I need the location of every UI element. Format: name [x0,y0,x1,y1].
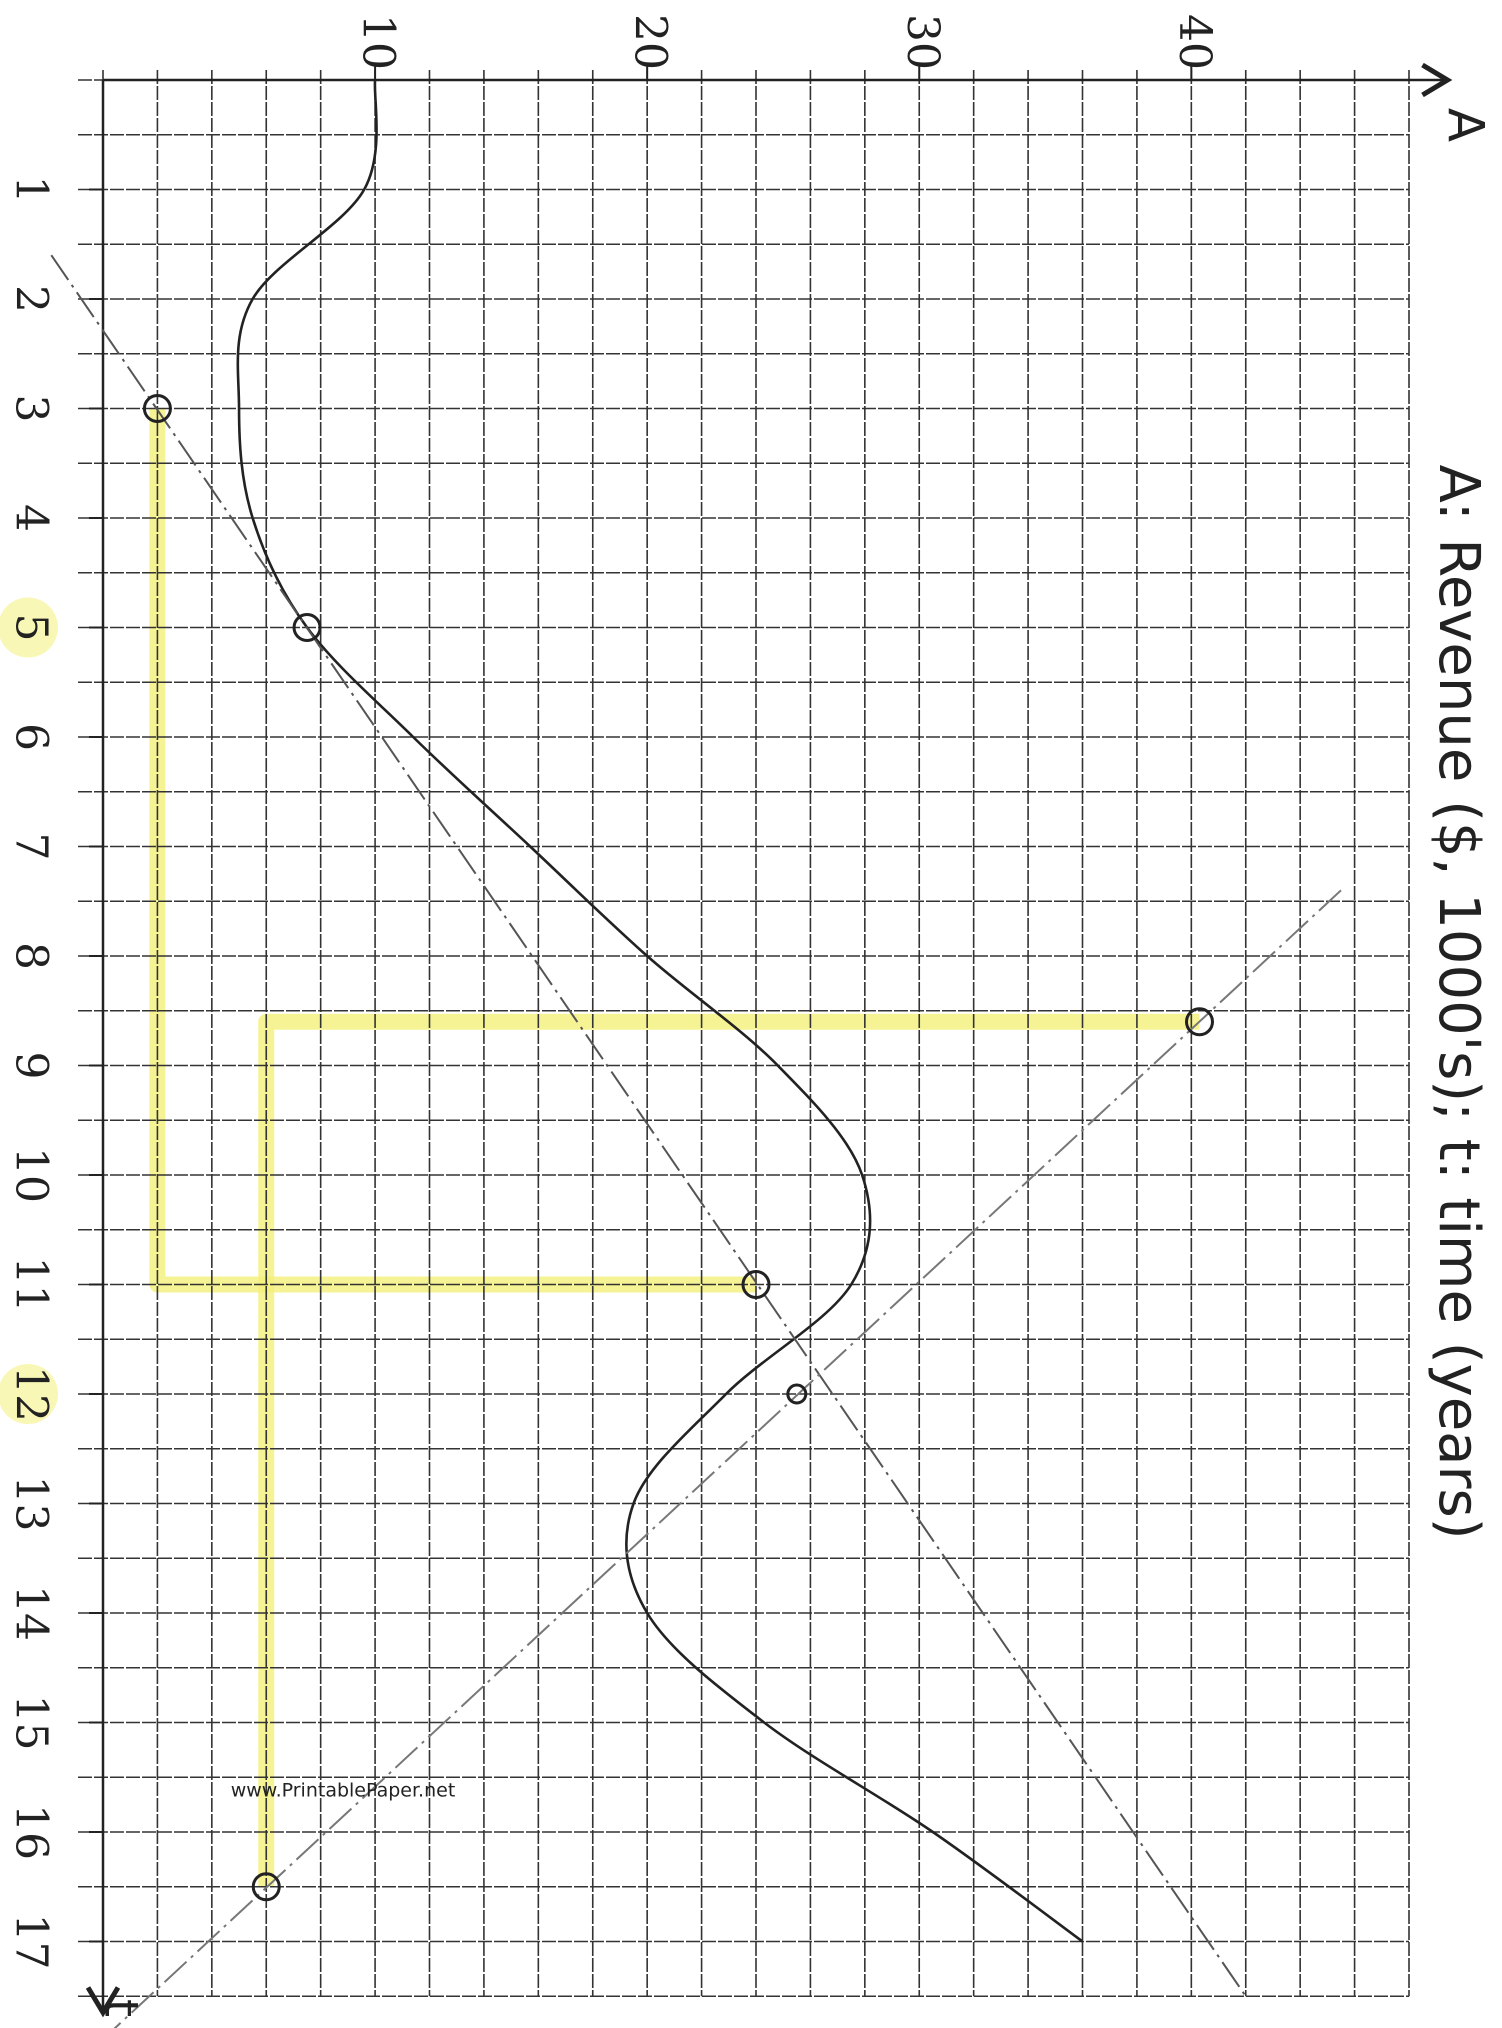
x-tick-label: 11 [6,1257,57,1313]
x-tick-label: 16 [6,1804,57,1860]
x-tick-label: 1 [6,176,57,204]
dashed-line [51,255,1245,1996]
x-tick-label: 12 [6,1366,57,1422]
chart-title: A: Revenue ($, 1000's); t: time (years) [1426,464,1491,1539]
y-tick-label: 40 [1169,14,1220,70]
y-tick-label: 20 [625,14,676,70]
x-tick-label: 10 [6,1147,57,1203]
x-tick-label: 5 [6,614,57,642]
x-tick-label: 13 [6,1476,57,1532]
x-tick-label: 15 [6,1695,57,1751]
y-tick-label: 30 [897,14,948,70]
y-axis-label: A [1437,108,1495,142]
x-tick-label: 2 [6,285,57,313]
x-tick-label: 8 [6,942,57,970]
x-tick-label: 4 [6,504,57,532]
grid [78,66,1445,2010]
x-tick-label: 6 [6,723,57,751]
chart: A: Revenue ($, 1000's); t: time (years) … [0,0,1502,2028]
x-tick-label: 7 [6,833,57,861]
watermark: www.PrintablePaper.net [231,1780,456,1802]
dashed-line [114,890,1341,2028]
x-tick-label: 17 [6,1914,57,1970]
x-tick-label: 9 [6,1052,57,1080]
x-tick-label: 3 [6,395,57,423]
y-tick-label: 10 [353,14,404,70]
x-axis-label: t [95,1999,149,2017]
marks [51,80,1341,2028]
x-tick-label: 14 [6,1585,57,1641]
